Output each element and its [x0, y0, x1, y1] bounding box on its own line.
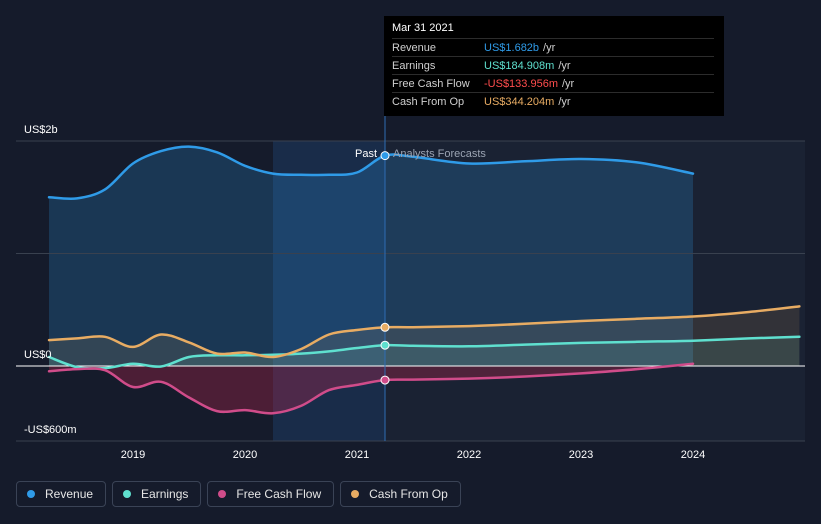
earnings-dot-icon — [123, 490, 132, 498]
cash-from-op-dot-icon — [351, 490, 360, 498]
y-tick-label: -US$600m — [24, 424, 77, 436]
plot-bg-forecast — [385, 141, 805, 441]
legend: Revenue Earnings Free Cash Flow Cash Fro… — [16, 481, 461, 507]
earnings-line — [47, 335, 801, 370]
x-tick-label: 2022 — [457, 449, 481, 461]
tooltip-label: Revenue — [392, 41, 437, 54]
x-tick-label: 2019 — [121, 449, 145, 461]
x-tick-label: 2023 — [569, 449, 593, 461]
free-cash-flow-marker — [380, 375, 390, 385]
forecast-label: Analysts Forecasts — [393, 148, 486, 160]
tooltip-value: US$184.908m — [484, 59, 555, 72]
legend-label: Free Cash Flow — [236, 487, 322, 501]
x-tick-label: 2021 — [345, 449, 369, 461]
tooltip-row-earnings: Earnings US$184.908m /yr — [392, 56, 714, 74]
tooltip-value: US$1.682b — [484, 41, 540, 54]
tooltip-value: -US$133.956m — [484, 77, 558, 90]
tooltip-date: Mar 31 2021 — [392, 22, 454, 34]
legend-item-cash-from-op[interactable]: Cash From Op — [340, 481, 461, 507]
tooltip-label: Free Cash Flow — [392, 77, 470, 90]
tooltip-unit: /yr — [543, 41, 556, 54]
revenue-dot-icon — [27, 490, 35, 498]
y-tick-label: US$0 — [24, 349, 52, 361]
free-cash-flow-dot-icon — [218, 490, 227, 498]
free-cash-flow-area — [49, 363, 693, 414]
earnings-area — [49, 336, 800, 369]
tooltip-row-cash-from-op: Cash From Op US$344.204m /yr — [392, 92, 714, 110]
legend-label: Revenue — [45, 487, 94, 501]
x-tick-label: 2020 — [233, 449, 257, 461]
y-tick-label: US$2b — [24, 124, 58, 136]
legend-item-revenue[interactable]: Revenue — [16, 481, 107, 507]
cash-from-op-line — [47, 305, 801, 359]
revenue-marker — [380, 151, 390, 161]
tooltip-value: US$344.204m — [484, 95, 555, 108]
revenue-area — [49, 146, 693, 366]
tooltip-unit: /yr — [558, 59, 571, 72]
revenue-line — [47, 145, 695, 201]
legend-label: Earnings — [141, 487, 189, 501]
earnings-marker — [380, 340, 390, 350]
tooltip-label: Earnings — [392, 59, 436, 72]
legend-item-earnings[interactable]: Earnings — [112, 481, 202, 507]
cash-from-op-marker — [380, 322, 390, 332]
tooltip: Mar 31 2021 Revenue US$1.682b /yr Earnin… — [384, 16, 724, 116]
x-tick-label: 2024 — [681, 449, 705, 461]
tooltip-unit: /yr — [558, 95, 571, 108]
tooltip-unit: /yr — [562, 77, 575, 90]
tooltip-row-revenue: Revenue US$1.682b /yr — [392, 38, 714, 56]
tooltip-row-free-cash-flow: Free Cash Flow -US$133.956m /yr — [392, 74, 714, 92]
past-label: Past — [355, 148, 377, 160]
legend-label: Cash From Op — [369, 487, 448, 501]
tooltip-label: Cash From Op — [392, 95, 465, 108]
cash-from-op-area — [49, 306, 800, 366]
free-cash-flow-line — [47, 362, 695, 415]
legend-item-free-cash-flow[interactable]: Free Cash Flow — [207, 481, 335, 507]
